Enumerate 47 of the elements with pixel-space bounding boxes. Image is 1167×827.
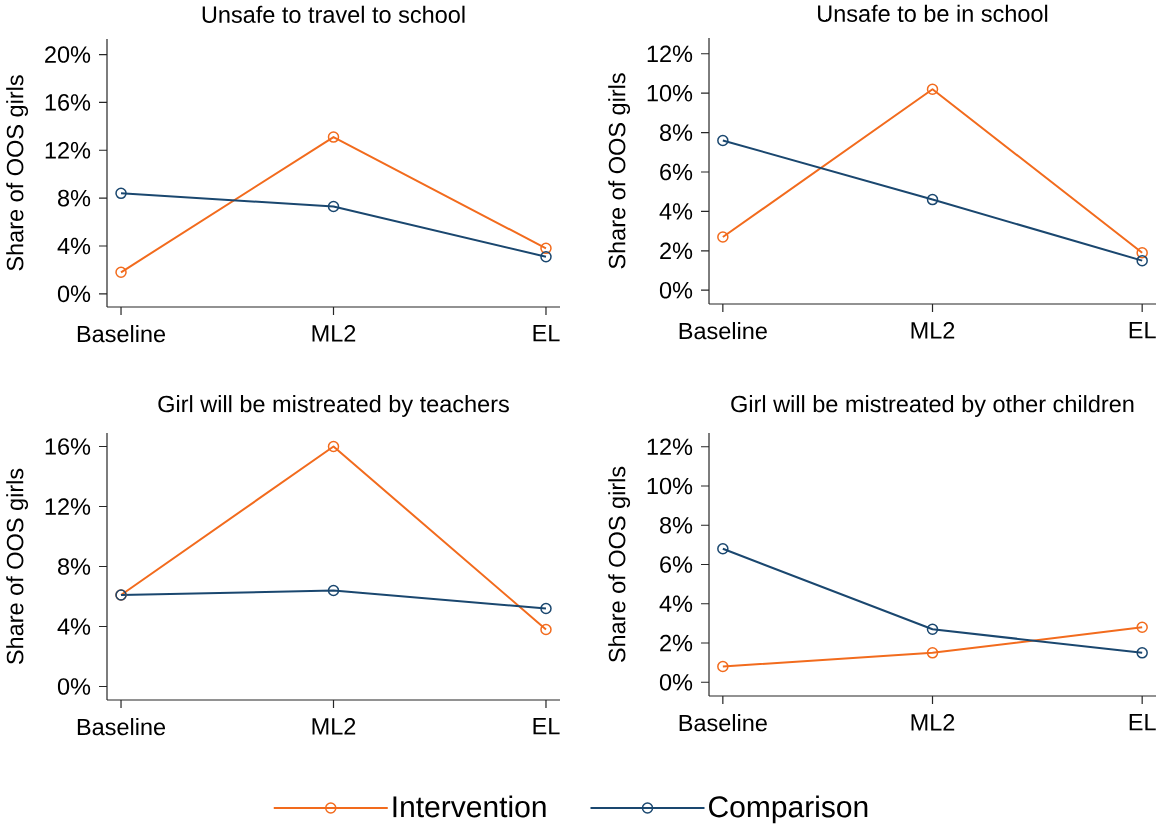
y-tick-label: 4% bbox=[57, 237, 91, 255]
y-tick-label: 2% bbox=[660, 634, 693, 652]
y-tick-label: 8% bbox=[58, 189, 91, 207]
y-tick-label: 6% bbox=[660, 556, 693, 573]
y-tick-label: 12% bbox=[647, 438, 693, 456]
y-tick-label: 10% bbox=[647, 477, 693, 495]
y-tick-label: 4% bbox=[57, 618, 91, 635]
y-tick-label: 10% bbox=[647, 84, 693, 102]
y-tick-label: 0% bbox=[57, 678, 91, 695]
x-tick-label: EL bbox=[1129, 322, 1156, 339]
y-tick-label: 12% bbox=[45, 141, 91, 159]
legend-label: Intervention bbox=[393, 795, 546, 818]
x-tick-label: ML2 bbox=[312, 325, 356, 342]
y-tick-label: 0% bbox=[57, 285, 91, 303]
y-tick-label: 8% bbox=[58, 558, 91, 575]
chart-title: Girl will be mistreated by teachers bbox=[158, 395, 509, 417]
y-axis-title: Share of OOS girls bbox=[608, 466, 631, 663]
chart-title: Unsafe to travel to school bbox=[202, 5, 465, 23]
y-tick-label: 0% bbox=[659, 281, 693, 299]
x-tick-label: Baseline bbox=[679, 714, 767, 732]
y-tick-label: 4% bbox=[659, 203, 693, 220]
y-tick-label: 16% bbox=[45, 94, 91, 111]
y-tick-label: 16% bbox=[45, 438, 91, 455]
x-tick-label: EL bbox=[533, 718, 560, 735]
x-tick-label: EL bbox=[1129, 714, 1156, 731]
y-tick-label: 8% bbox=[660, 124, 693, 141]
x-tick-label: EL bbox=[533, 325, 560, 342]
y-axis-title: Share of OOS girls bbox=[608, 73, 631, 269]
chart-title: Girl will be mistreated by other children bbox=[731, 395, 1134, 417]
x-tick-label: Baseline bbox=[679, 322, 767, 340]
x-tick-label: Baseline bbox=[77, 325, 166, 343]
x-tick-label: Baseline bbox=[77, 718, 166, 736]
y-tick-label: 12% bbox=[45, 498, 91, 515]
y-tick-label: 12% bbox=[647, 45, 693, 63]
x-tick-label: ML2 bbox=[911, 322, 955, 339]
y-tick-label: 20% bbox=[45, 46, 91, 63]
y-tick-label: 0% bbox=[659, 673, 693, 691]
x-tick-label: ML2 bbox=[312, 718, 356, 735]
y-tick-label: 8% bbox=[660, 516, 693, 534]
y-tick-label: 4% bbox=[659, 595, 693, 612]
y-axis-title: Share of OOS girls bbox=[6, 468, 29, 665]
y-axis-title: Share of OOS girls bbox=[6, 75, 29, 271]
y-tick-label: 6% bbox=[660, 163, 693, 181]
y-tick-label: 2% bbox=[660, 242, 693, 260]
chart-title: Unsafe to be in school bbox=[818, 4, 1048, 22]
legend-label: Comparison bbox=[709, 795, 868, 824]
x-tick-label: ML2 bbox=[911, 714, 955, 731]
